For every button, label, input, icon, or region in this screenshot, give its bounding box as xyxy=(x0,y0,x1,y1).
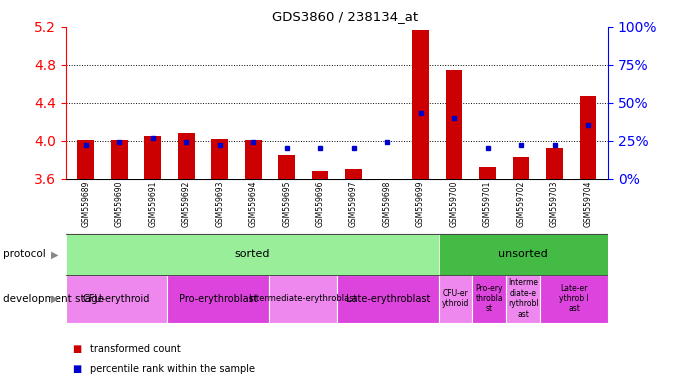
Text: ■: ■ xyxy=(73,364,82,374)
Text: GSM559689: GSM559689 xyxy=(82,180,91,227)
Text: percentile rank within the sample: percentile rank within the sample xyxy=(90,364,255,374)
Text: GSM559702: GSM559702 xyxy=(517,180,526,227)
Text: GSM559691: GSM559691 xyxy=(148,180,157,227)
Bar xyxy=(507,275,540,323)
Bar xyxy=(439,275,473,323)
Text: Late-er
ythrob l
ast: Late-er ythrob l ast xyxy=(559,284,589,313)
Bar xyxy=(245,140,261,179)
Bar xyxy=(546,148,563,179)
Bar xyxy=(66,275,167,323)
Bar xyxy=(312,171,328,179)
Text: GSM559696: GSM559696 xyxy=(316,180,325,227)
Text: protocol: protocol xyxy=(3,249,46,260)
Text: CFU-erythroid: CFU-erythroid xyxy=(83,293,150,304)
Text: GSM559690: GSM559690 xyxy=(115,180,124,227)
Bar xyxy=(178,133,195,179)
Bar xyxy=(540,275,608,323)
Text: GSM559692: GSM559692 xyxy=(182,180,191,227)
Bar xyxy=(66,234,439,275)
Bar xyxy=(346,169,362,179)
Text: CFU-er
ythroid: CFU-er ythroid xyxy=(442,289,469,308)
Text: GSM559695: GSM559695 xyxy=(282,180,291,227)
Text: development stage: development stage xyxy=(3,293,104,304)
Text: ■: ■ xyxy=(73,344,82,354)
Bar xyxy=(446,70,462,179)
Text: ▶: ▶ xyxy=(51,249,59,260)
Text: Intermediate-erythroblast: Intermediate-erythroblast xyxy=(249,294,357,303)
Text: GSM559704: GSM559704 xyxy=(583,180,592,227)
Bar xyxy=(513,157,529,179)
Bar xyxy=(111,140,128,179)
Bar xyxy=(473,275,507,323)
Text: GSM559701: GSM559701 xyxy=(483,180,492,227)
Text: unsorted: unsorted xyxy=(498,249,548,260)
Bar xyxy=(77,140,94,179)
Bar xyxy=(211,139,228,179)
Bar xyxy=(167,275,269,323)
Text: ▶: ▶ xyxy=(51,293,59,304)
Text: GSM559700: GSM559700 xyxy=(450,180,459,227)
Text: sorted: sorted xyxy=(234,249,270,260)
Bar xyxy=(269,275,337,323)
Bar xyxy=(379,179,395,205)
Text: Interme
diate-e
rythrobl
ast: Interme diate-e rythrobl ast xyxy=(508,278,539,319)
Bar xyxy=(479,167,496,179)
Bar xyxy=(337,275,439,323)
Bar xyxy=(439,234,608,275)
Text: Late-erythroblast: Late-erythroblast xyxy=(346,293,430,304)
Bar xyxy=(144,136,161,179)
Text: GDS3860 / 238134_at: GDS3860 / 238134_at xyxy=(272,10,419,23)
Text: GSM559698: GSM559698 xyxy=(383,180,392,227)
Text: Pro-ery
throbla
st: Pro-ery throbla st xyxy=(475,284,503,313)
Bar xyxy=(413,30,429,179)
Text: GSM559697: GSM559697 xyxy=(349,180,358,227)
Text: transformed count: transformed count xyxy=(90,344,180,354)
Text: GSM559694: GSM559694 xyxy=(249,180,258,227)
Bar xyxy=(580,96,596,179)
Text: GSM559703: GSM559703 xyxy=(550,180,559,227)
Bar xyxy=(278,155,295,179)
Text: GSM559699: GSM559699 xyxy=(416,180,425,227)
Text: GSM559693: GSM559693 xyxy=(215,180,224,227)
Text: Pro-erythroblast: Pro-erythroblast xyxy=(179,293,258,304)
